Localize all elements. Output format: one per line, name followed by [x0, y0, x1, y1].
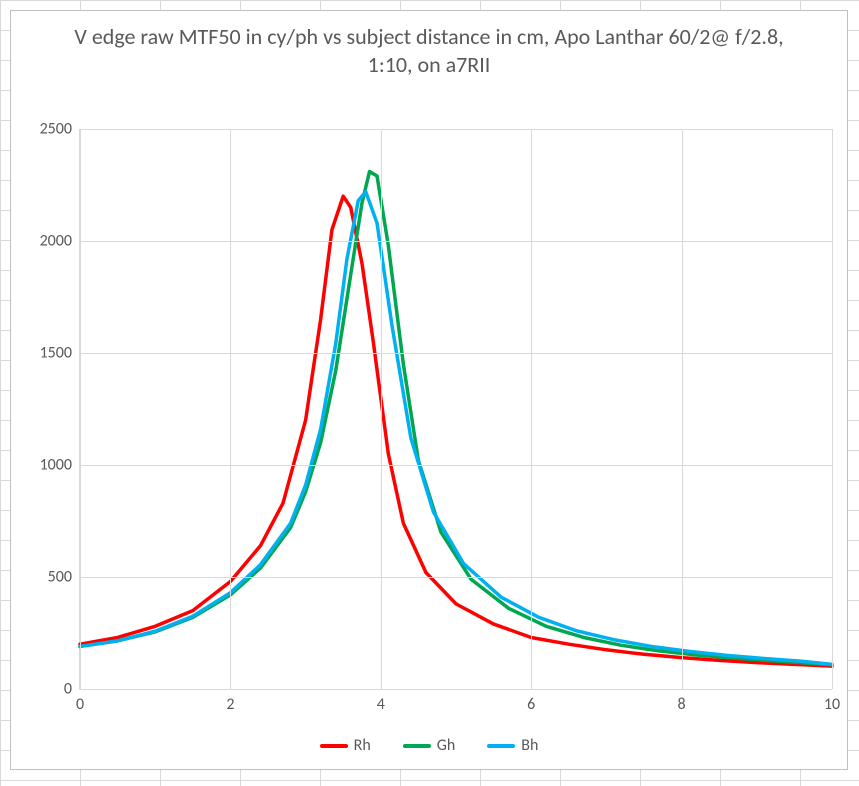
- gridline-vertical: [80, 129, 81, 689]
- gridline-horizontal: [80, 241, 832, 242]
- y-axis-tick-label: 2500: [40, 120, 80, 139]
- legend-item-gh[interactable]: Gh: [403, 736, 456, 755]
- chart-container: V edge raw MTF50 in cy/ph vs subject dis…: [10, 10, 848, 770]
- gridline-vertical: [832, 129, 833, 689]
- y-axis-tick-label: 2000: [40, 232, 80, 251]
- x-axis-tick-label: 6: [527, 689, 535, 714]
- legend-label: Rh: [354, 736, 371, 755]
- gridline-horizontal: [80, 129, 832, 130]
- legend-label: Bh: [521, 736, 538, 755]
- legend-swatch: [487, 744, 515, 748]
- series-line-rh: [80, 196, 832, 666]
- plot-area: 050010001500200025000246810: [79, 129, 832, 690]
- y-axis-tick-label: 1500: [40, 344, 80, 363]
- gridline-horizontal: [80, 689, 832, 690]
- x-axis-tick-label: 4: [377, 689, 385, 714]
- legend-item-rh[interactable]: Rh: [320, 736, 371, 755]
- series-line-bh: [80, 192, 832, 665]
- spreadsheet-background: V edge raw MTF50 in cy/ph vs subject dis…: [0, 0, 859, 786]
- legend-swatch: [403, 744, 431, 748]
- gridline-vertical: [230, 129, 231, 689]
- x-axis-tick-label: 8: [678, 689, 686, 714]
- gridline-horizontal: [80, 465, 832, 466]
- chart-title: V edge raw MTF50 in cy/ph vs subject dis…: [11, 11, 847, 82]
- chart-lines-svg: [80, 129, 832, 689]
- legend-item-bh[interactable]: Bh: [487, 736, 538, 755]
- series-line-gh: [80, 172, 832, 665]
- chart-legend: Rh Gh Bh: [11, 736, 847, 755]
- gridline-horizontal: [80, 353, 832, 354]
- legend-label: Gh: [437, 736, 456, 755]
- gridline-horizontal: [80, 577, 832, 578]
- y-axis-tick-label: 500: [48, 568, 80, 587]
- gridline-vertical: [381, 129, 382, 689]
- gridline-vertical: [682, 129, 683, 689]
- x-axis-tick-label: 10: [824, 689, 840, 714]
- gridline-vertical: [531, 129, 532, 689]
- x-axis-tick-label: 0: [76, 689, 84, 714]
- y-axis-tick-label: 1000: [40, 456, 80, 475]
- x-axis-tick-label: 2: [226, 689, 234, 714]
- legend-swatch: [320, 744, 348, 748]
